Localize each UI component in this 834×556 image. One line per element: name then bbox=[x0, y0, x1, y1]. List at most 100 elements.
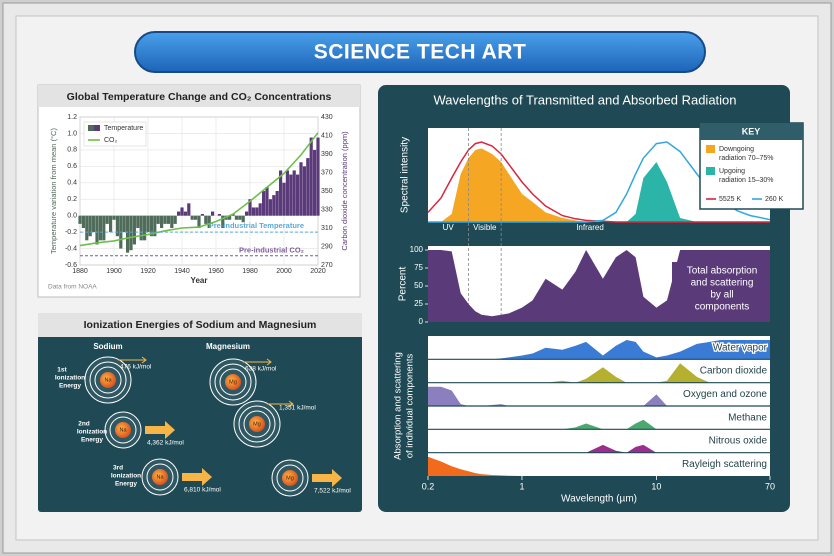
temp-bar bbox=[105, 215, 109, 224]
level-label: Ionization bbox=[77, 429, 107, 436]
ion-panel bbox=[38, 313, 362, 512]
y-axis-label: Temperature variation from mean (°C) bbox=[49, 128, 58, 254]
component-area bbox=[428, 363, 770, 383]
y2-tick-label: 390 bbox=[321, 151, 333, 158]
energy-label: 638 kJ/mol bbox=[245, 366, 277, 373]
level-label: Ionization bbox=[55, 375, 85, 382]
y2-tick-label: 270 bbox=[321, 262, 333, 269]
nucleus bbox=[100, 372, 116, 388]
x-tick-label: 1980 bbox=[242, 268, 258, 275]
y2-tick-label: 310 bbox=[321, 225, 333, 232]
temp-bar bbox=[166, 215, 170, 224]
key-title: KEY bbox=[742, 126, 761, 136]
y2-tick-label: 410 bbox=[321, 132, 333, 139]
temp-bar bbox=[221, 215, 225, 228]
ion-title: Ionization Energies of Sodium and Magnes… bbox=[84, 319, 317, 331]
temp-bar bbox=[85, 215, 89, 241]
legend-swatch bbox=[94, 125, 100, 131]
nucleus bbox=[115, 422, 131, 438]
temp-title: Global Temperature Change and CO₂ Concen… bbox=[67, 91, 332, 103]
absorption-label: by all bbox=[710, 290, 733, 301]
temp-bar bbox=[306, 158, 310, 216]
component-name: Carbon dioxide bbox=[700, 366, 768, 377]
x-tick-label: 10 bbox=[651, 481, 661, 491]
temp-bar bbox=[234, 215, 238, 220]
temp-bar bbox=[197, 215, 201, 228]
y-axis-label: Absorption and scattering bbox=[393, 352, 404, 460]
element-name: Sodium bbox=[93, 342, 122, 351]
region-label: Visible bbox=[473, 223, 497, 232]
temp-bar bbox=[81, 215, 85, 228]
temp-bar bbox=[160, 215, 164, 228]
component-name: Nitrous oxide bbox=[709, 436, 768, 447]
key-label: 260 K bbox=[765, 196, 784, 203]
y-tick-label: 1.2 bbox=[67, 114, 77, 121]
temp-bar bbox=[102, 215, 106, 241]
component-name: Methane bbox=[728, 412, 767, 423]
y2-tick-label: 350 bbox=[321, 188, 333, 195]
source-note: Data from NOAA bbox=[48, 284, 97, 291]
key-label: 5525 K bbox=[719, 196, 742, 203]
temp-bar bbox=[122, 215, 126, 233]
temp-bar bbox=[183, 211, 187, 216]
temp-bar bbox=[88, 215, 92, 237]
energy-label: 4,362 kJ/mol bbox=[147, 440, 184, 447]
y-tick-label: 50 bbox=[414, 281, 423, 290]
electron-shell bbox=[219, 368, 247, 396]
absorption-label: components bbox=[695, 302, 749, 313]
electron-shell bbox=[94, 366, 122, 394]
region-label: UV bbox=[443, 223, 455, 232]
y-tick-label: 0 bbox=[419, 317, 424, 326]
temp-bar bbox=[187, 203, 191, 216]
temp-bar bbox=[251, 207, 255, 216]
y-tick-label: -0.6 bbox=[65, 262, 77, 269]
ionization-arrow bbox=[312, 469, 342, 487]
y-tick-label: 0.0 bbox=[67, 213, 77, 220]
temp-bar bbox=[129, 215, 133, 251]
x-tick-label: 1940 bbox=[174, 268, 190, 275]
x-tick-label: 1880 bbox=[72, 268, 88, 275]
blackbody-curve bbox=[428, 141, 771, 223]
electron-shell bbox=[238, 405, 276, 443]
temp-bar bbox=[190, 215, 194, 220]
x-axis-label: Year bbox=[191, 276, 208, 285]
temp-bar bbox=[109, 215, 113, 233]
electron-shell bbox=[276, 464, 304, 492]
temp-bar bbox=[211, 211, 215, 216]
temp-bar bbox=[143, 215, 147, 241]
temp-bar bbox=[238, 215, 242, 220]
absorption-label: Total absorption bbox=[687, 266, 758, 277]
temp-bar bbox=[313, 149, 317, 216]
temp-bar bbox=[139, 215, 143, 241]
electron-shell bbox=[109, 416, 137, 444]
x-tick-label: 1960 bbox=[208, 268, 224, 275]
y-tick-label: 25 bbox=[414, 299, 423, 308]
electron-shell bbox=[89, 361, 127, 399]
y2-tick-label: 370 bbox=[321, 169, 333, 176]
temp-bar bbox=[217, 214, 221, 216]
temp-bar bbox=[282, 182, 286, 216]
temp-bar bbox=[272, 195, 276, 216]
y-tick-label: 100 bbox=[410, 245, 424, 254]
electron-shell bbox=[243, 410, 271, 438]
electron-shell bbox=[146, 463, 174, 491]
temp-bar bbox=[204, 215, 208, 224]
temp-title-bar bbox=[38, 85, 360, 107]
y2-tick-label: 330 bbox=[321, 206, 333, 213]
key-label: Upgoing bbox=[719, 168, 745, 175]
legend-label: Temperature bbox=[104, 125, 143, 132]
nucleus bbox=[152, 469, 168, 485]
temp-bar bbox=[316, 137, 320, 216]
ionization-arrow bbox=[145, 421, 175, 439]
energy-label: 6,810 kJ/mol bbox=[184, 487, 221, 494]
temp-bar bbox=[98, 215, 102, 241]
temp-bar bbox=[299, 162, 303, 216]
component-area bbox=[428, 456, 770, 476]
co2-line bbox=[79, 132, 319, 247]
component-name: Water vapor bbox=[713, 342, 768, 353]
temp-bar bbox=[180, 207, 184, 216]
y2-axis-label: Carbon dioxide concentration (ppm) bbox=[340, 131, 349, 251]
atom-symbol: Na bbox=[104, 377, 112, 383]
temp-bar bbox=[153, 215, 157, 237]
atom-symbol: Mg bbox=[286, 475, 294, 481]
